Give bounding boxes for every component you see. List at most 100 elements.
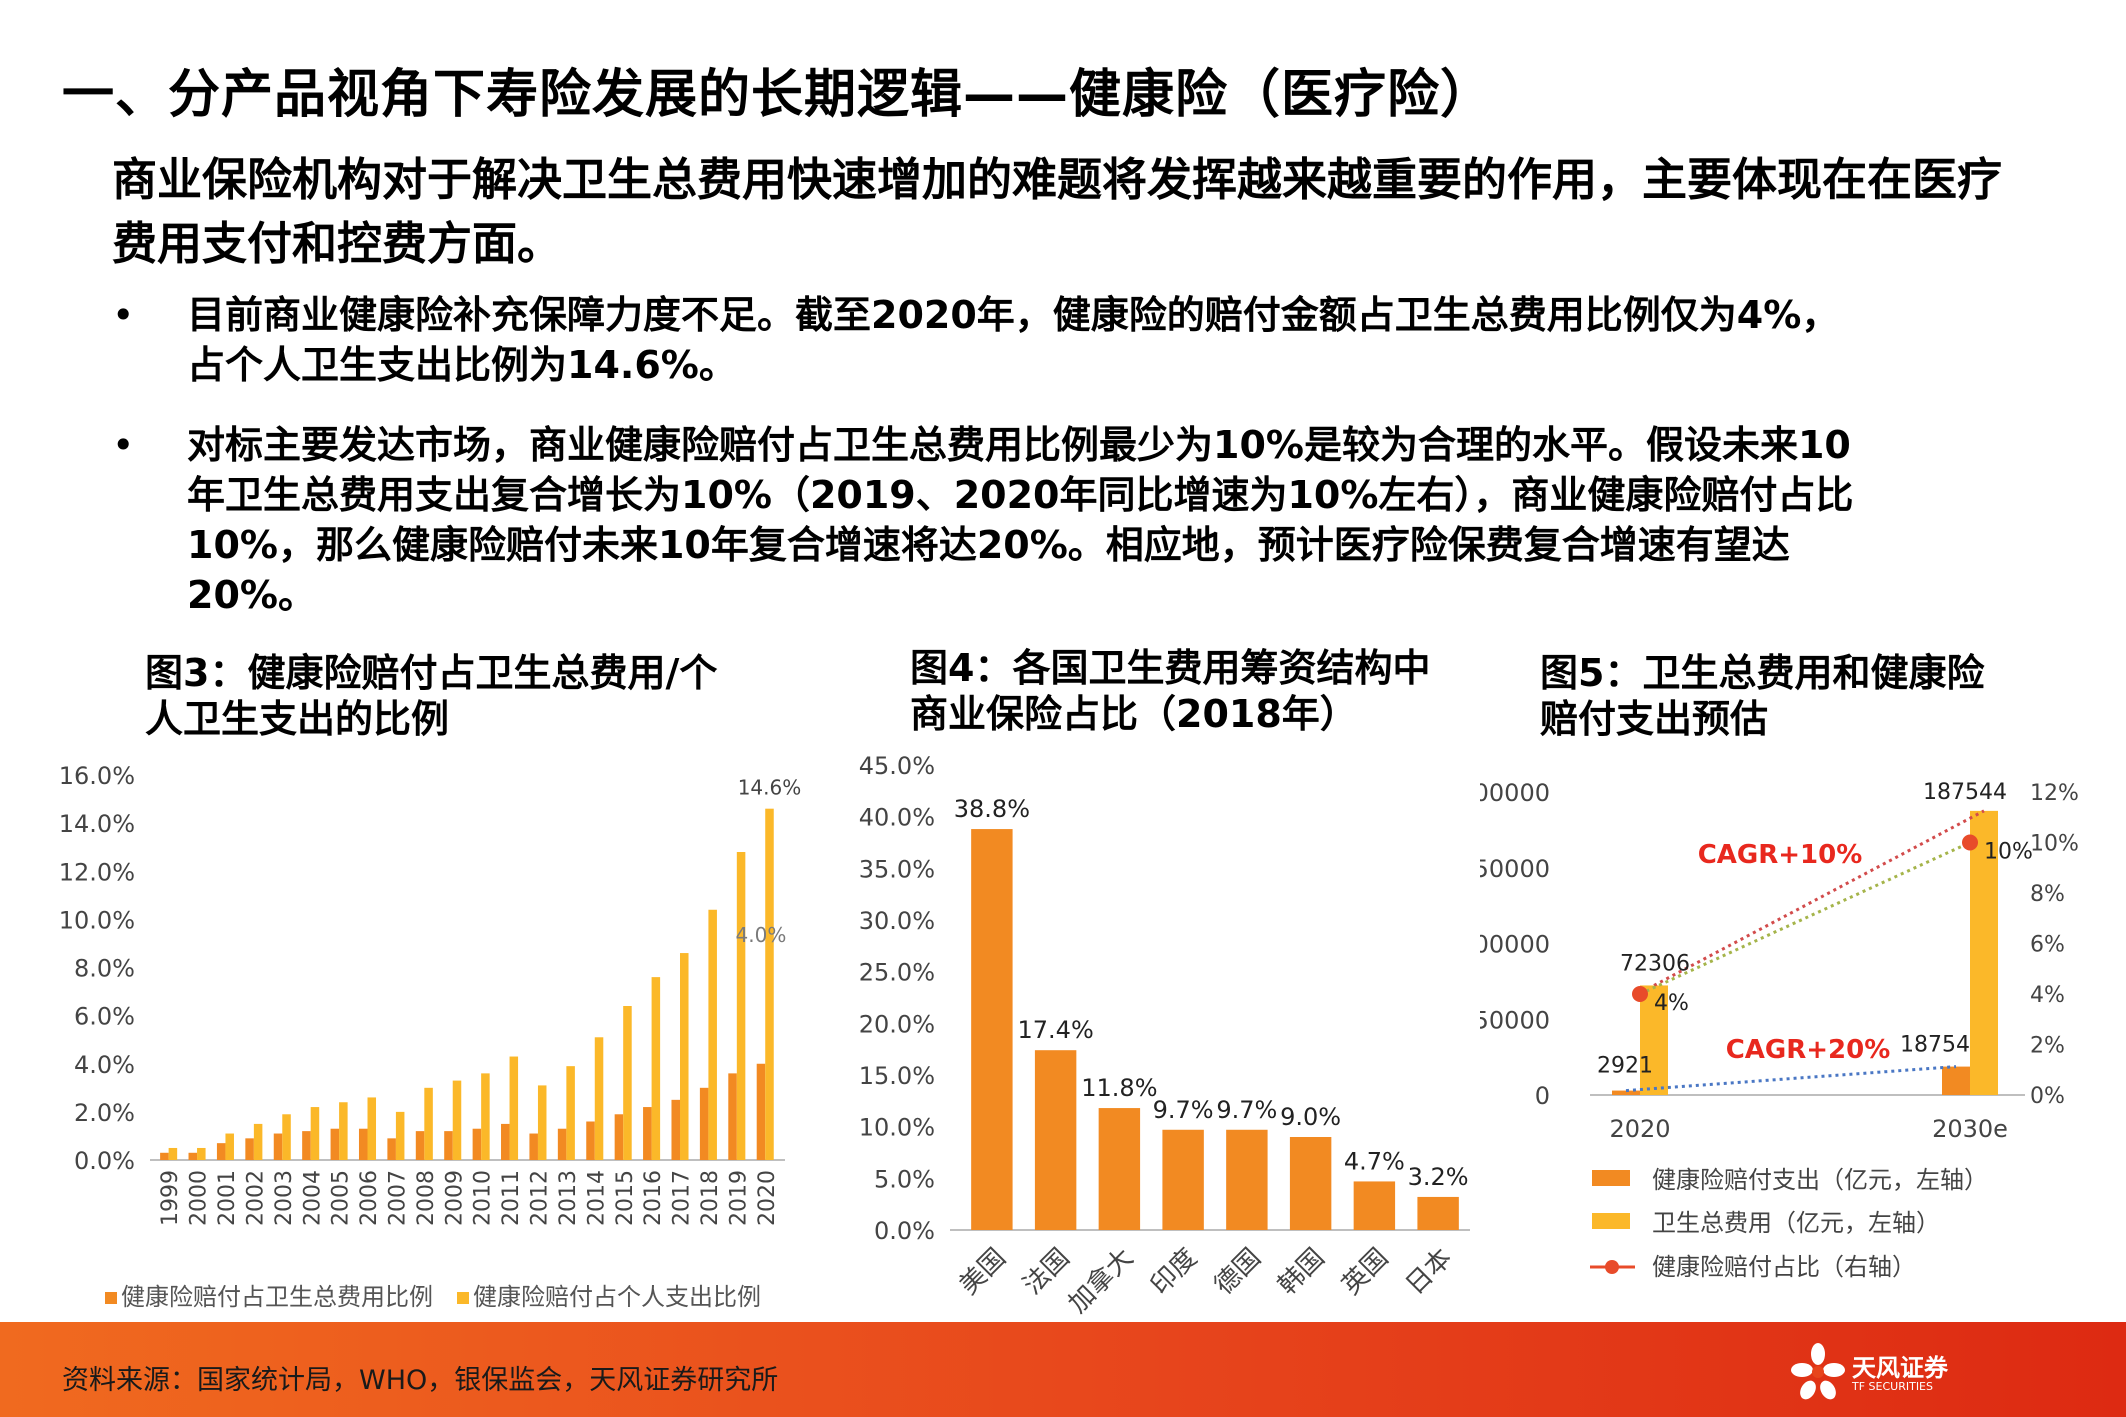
data-label: 72306 [1620,951,1690,976]
data-label: 4.0% [736,923,787,947]
bar [765,808,774,1160]
bar [1162,1129,1204,1230]
bar [330,1128,340,1160]
bar [566,1066,575,1160]
y-left-tick-label: 150000 [1480,855,1550,883]
x-tick-label: 2015 [613,1170,638,1226]
bar [339,1102,348,1160]
x-tick-label: 2010 [471,1170,496,1226]
bar [358,1128,368,1160]
x-tick-label: 2011 [499,1170,524,1226]
legend-label: 健康险赔付占卫生总费用比例 [121,1283,433,1311]
chart3-title-line: 人卫生支出的比例 [145,697,450,741]
x-tick-label: 2004 [300,1170,325,1226]
x-tick-label: 2017 [670,1170,695,1226]
ratio-label: 4% [1654,991,1689,1016]
x-tick-label: 2019 [726,1170,751,1226]
bar [680,953,689,1160]
y-tick-label: 8.0% [74,955,135,983]
bar [614,1114,624,1160]
y-tick-label: 40.0% [859,804,935,832]
x-tick-label: 印度 [1145,1243,1203,1301]
bar [282,1114,291,1160]
chart3-title: 图3：健康险赔付占卫生总费用/个 人卫生支出的比例 [145,650,717,742]
y-tick-label: 4.0% [74,1051,135,1079]
bar [1640,985,1668,1095]
x-tick-label: 2003 [272,1170,297,1226]
company-logo: 天风证券 TF SECURITIES [1790,1340,1980,1404]
chart5-expenditure-forecast: 0 50000 100000 150000 200000 0% 2% 4% 6% 8% 10% 12%… [1480,779,2079,1281]
data-label: 9.7% [1153,1096,1214,1124]
bar [245,1138,254,1160]
cagr-annotation: CAGR+10% [1698,840,1863,870]
footer-source: 资料来源：国家统计局，WHO，银保监会，天风证券研究所 [62,1365,779,1396]
data-label: 9.7% [1216,1096,1277,1124]
data-label: 2921 [1597,1054,1653,1079]
chart3-health-claims-ratio: 0.0% 2.0% 4.0% 6.0% 8.0% 10.0% 12.0% 14.0% 16.0%… [59,762,802,1311]
x-tick-label: 2001 [215,1170,240,1226]
footer-bar [0,1322,2126,1417]
legend-label: 健康险赔付占比（右轴） [1652,1253,1916,1281]
data-label: 187544 [1923,780,2007,805]
legend-label: 健康险赔付支出（亿元，左轴） [1652,1166,1988,1194]
bullet-item: • 目前商业健康险补充保障力度不足。截至2020年，健康险的赔付金额占卫生总费用… [112,290,2012,390]
y-tick-label: 45.0% [859,752,935,780]
y-tick-label: 6.0% [74,1003,135,1031]
y-tick-label: 10.0% [859,1114,935,1142]
cagr-annotation: CAGR+20% [1726,1035,1891,1065]
y-right-tick-label: 6% [2030,933,2065,958]
y-tick-label: 14.0% [59,810,135,838]
bullet-marker: • [112,293,135,337]
x-tick-label: 韩国 [1273,1243,1331,1301]
bar [1034,1050,1077,1230]
bullet-line: 年卫生总费用支出复合增长为10%（2019、2020年同比增速为10%左右），商… [187,473,1854,517]
x-tick-label: 2012 [528,1170,553,1226]
bar [557,1128,567,1160]
data-label: 18754 [1900,1033,1970,1058]
ratio-point [1632,986,1648,1002]
bullet-line: 对标主要发达市场，商业健康险赔付占卫生总费用比例最少为10%是较为合理的水平。假… [187,423,1851,467]
bullet-marker: • [112,423,135,467]
x-tick-label: 德国 [1209,1243,1267,1301]
bar [253,1123,263,1160]
x-tick-label: 2000 [187,1170,212,1226]
bar [1612,1090,1640,1095]
ratio-point [1962,834,1978,851]
y-tick-label: 0.0% [74,1147,135,1175]
bar [168,1147,178,1160]
logo-name: 天风证券 [1852,1354,1948,1382]
bar [424,1087,433,1160]
x-tick-label: 2018 [698,1170,723,1226]
bar [188,1152,198,1160]
y-right-tick-label: 10% [2030,832,2079,857]
y-left-tick-label: 0 [1535,1082,1550,1110]
bar [387,1138,396,1160]
y-left-tick-label: 100000 [1480,931,1550,959]
bullet-line: 10%，那么健康险赔付未来10年复合增速将达20%。相应地，预计医疗险保费复合增… [187,523,1790,567]
legend-swatch [1592,1170,1630,1186]
chart5-title-line: 图5：卫生总费用和健康险 [1540,651,1985,695]
x-tick-label: 2002 [243,1170,268,1226]
bar [537,1085,547,1160]
bar [1942,1066,1970,1095]
x-tick-label: 2007 [385,1170,410,1226]
y-right-tick-label: 12% [2030,781,2079,806]
y-right-tick-label: 0% [2030,1084,2065,1109]
y-tick-label: 12.0% [59,858,135,886]
chart5-title: 图5：卫生总费用和健康险 赔付支出预估 [1540,650,1984,742]
bar [415,1131,425,1160]
data-label: 17.4% [1018,1016,1094,1044]
x-tick-label: 2009 [442,1170,467,1226]
bar [160,1152,169,1160]
bar [1417,1196,1459,1230]
x-tick-label: 2014 [584,1170,609,1226]
y-left-tick-label: 200000 [1480,779,1550,807]
bar [310,1107,320,1160]
bullet-line: 目前商业健康险补充保障力度不足。截至2020年，健康险的赔付金额占卫生总费用比例… [187,293,1840,337]
chart4-title-line: 商业保险占比（2018年） [910,692,1358,736]
flower-logo-icon [1791,1343,1845,1400]
data-label: 38.8% [954,795,1030,823]
page-title: 一、分产品视角下寿险发展的长期逻辑——健康险（医疗险） [62,65,1494,125]
x-tick-label: 2030e [1932,1115,2008,1143]
chart4-commercial-insurance-share: 0.0% 5.0% 10.0% 15.0% 20.0% 25.0% 30.0% 35.0% 40… [859,752,1470,1319]
